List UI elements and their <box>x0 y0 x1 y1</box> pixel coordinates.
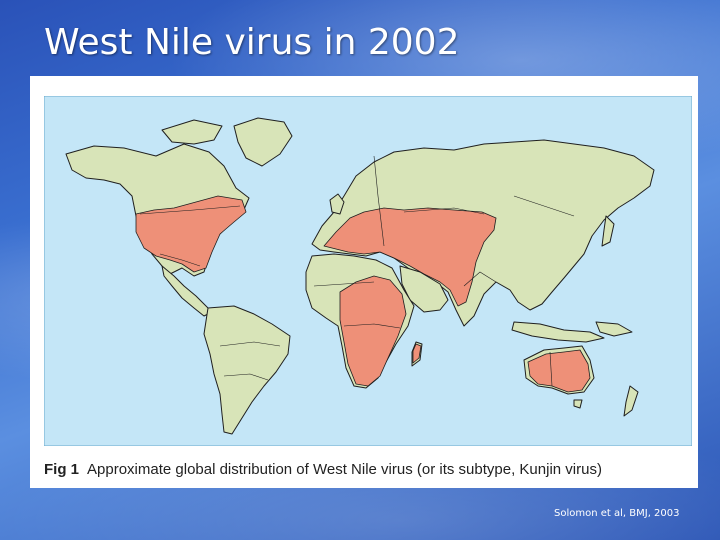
slide-title: West Nile virus in 2002 <box>44 22 460 63</box>
border-usa-canada <box>139 205 241 215</box>
citation: Solomon et al, BMJ, 2003 <box>554 508 680 519</box>
border-kazakhstan <box>403 207 485 215</box>
virus-area-north-america <box>135 195 247 273</box>
border-china <box>513 195 575 217</box>
indonesia <box>511 321 605 343</box>
virus-area-madagascar <box>412 343 422 364</box>
border-india <box>463 271 497 287</box>
new-zealand <box>623 385 639 417</box>
virus-area-australia <box>527 349 591 393</box>
border-south-america-2 <box>223 373 269 381</box>
arabian-peninsula <box>399 265 449 313</box>
south-america <box>203 305 291 435</box>
new-guinea <box>595 321 633 337</box>
tasmania <box>573 399 583 409</box>
virus-area-africa <box>339 275 407 387</box>
figure-panel: Fig 1 Approximate global distribution of … <box>30 76 698 488</box>
figure-caption-text: Approximate global distribution of West … <box>87 461 602 478</box>
virus-area-eurasia <box>323 207 497 307</box>
border-south-america-1 <box>219 341 281 347</box>
greenland <box>233 117 293 167</box>
figure-label: Fig 1 <box>44 461 80 478</box>
border-australia <box>549 351 553 387</box>
japan <box>601 215 615 247</box>
border-africa-central <box>343 323 401 329</box>
figure-caption: Fig 1 Approximate global distribution of … <box>44 461 602 478</box>
border-usa-mexico <box>159 253 201 267</box>
border-africa-west <box>313 281 375 287</box>
border-europe-russia <box>373 155 385 247</box>
british-isles <box>329 193 345 215</box>
canadian-arctic-islands <box>161 119 223 145</box>
world-map <box>43 95 693 447</box>
